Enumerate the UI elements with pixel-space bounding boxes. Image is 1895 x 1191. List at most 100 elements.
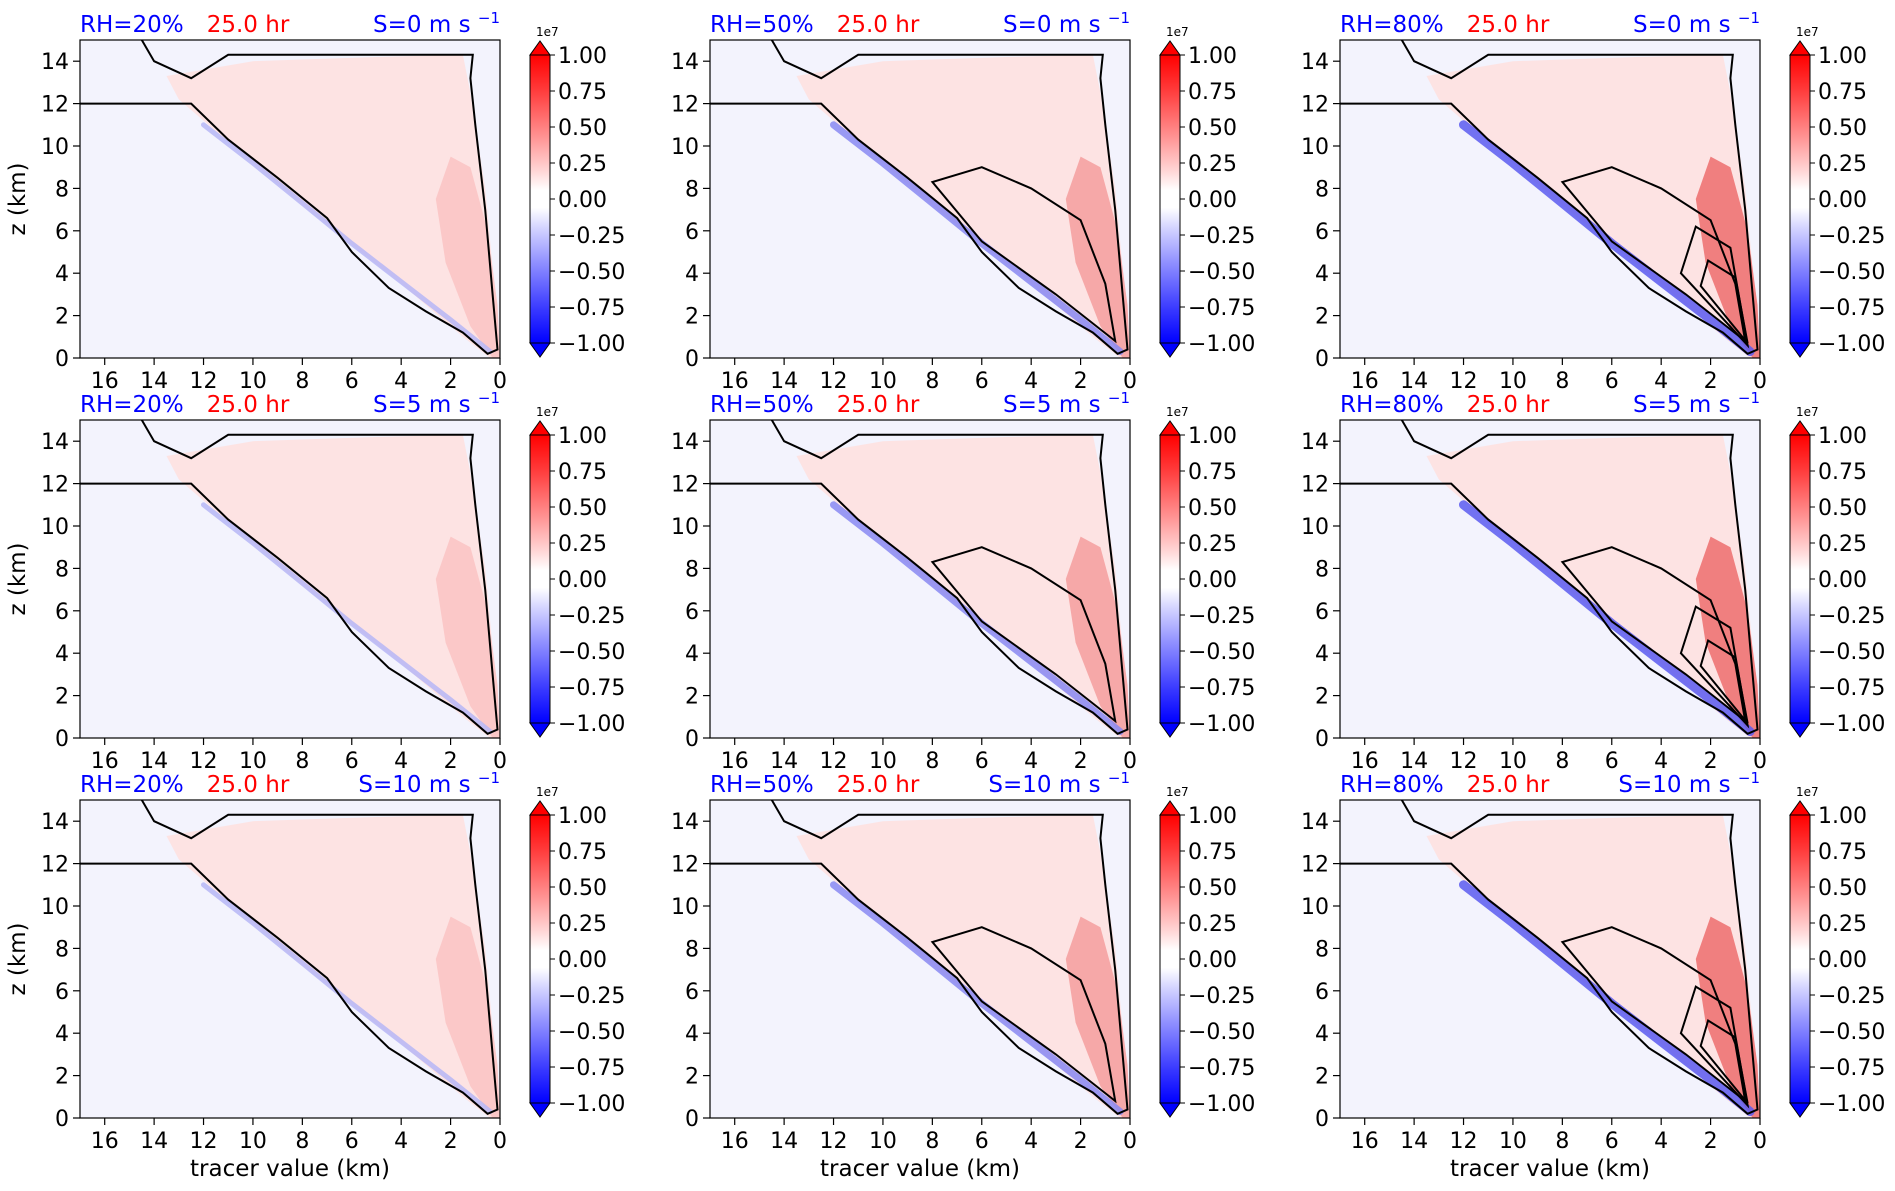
colorbar-tick-label: 1.00 [1188,424,1237,449]
x-tick-label: 4 [394,369,408,394]
colorbar-tick-label: −0.75 [558,676,625,701]
positive-region [1426,434,1760,738]
rh-label: RH=50% [710,392,814,418]
y-tick-label: 2 [55,1065,69,1090]
x-tick-label: 6 [1605,749,1619,774]
x-tick-label: 0 [493,749,507,774]
y-tick-label: 6 [685,980,699,1005]
x-tick-label: 2 [444,369,458,394]
x-tick-label: 0 [1753,749,1767,774]
shear-label: S=5 m s −1 [373,389,500,418]
negative-band [830,501,1124,736]
rh-label: RH=50% [710,12,814,38]
shear-label: S=10 m s −1 [1618,769,1760,798]
y-tick-label: 10 [671,895,699,920]
colorbar-tick-label: 0.25 [1188,912,1237,937]
x-tick-label: 6 [1605,1129,1619,1154]
outer-contour [1340,419,1759,735]
x-tick-label: 2 [1704,369,1718,394]
x-tick-label: 16 [721,749,749,774]
outer-contour [80,419,499,735]
y-tick-label: 12 [1301,93,1329,118]
y-tick-label: 14 [1301,810,1329,835]
y-tick-label: 4 [55,1022,69,1047]
axes-frame [709,419,1131,739]
outer-contour [710,419,1129,735]
colorbar-extend-max [529,40,551,56]
x-tick-label: 0 [1753,1129,1767,1154]
colorbar-tick-label: 0.50 [1818,116,1867,141]
panel-9: 16 14 12 10 8 6 4 2 0 0 2 4 6 8 10 12 14 RH=80% 25.0 hr S=1… [1301,769,1885,1182]
y-tick-label: 14 [41,430,69,455]
y-tick-label: 12 [1301,473,1329,498]
colorbar-tick-label: 0.50 [558,116,607,141]
y-tick-label: 10 [671,515,699,540]
y-tick-label: 2 [685,685,699,710]
colorbar-tick-label: −1.00 [558,712,625,737]
colorbar: 1e7 1.00 0.75 0.50 0.25 0.00 −0.25 −0.50 −0.75 −1… [1159,25,1255,358]
x-tick-label: 12 [190,369,218,394]
colorbar: 1e7 1.00 0.75 0.50 0.25 0.00 −0.25 −0.50 −0.75 −1… [1159,405,1255,738]
shear-label: S=0 m s −1 [1633,9,1760,38]
colorbar-body [529,54,551,344]
colorbar-tick-label: −0.50 [1188,260,1255,285]
y-tick-label: 12 [671,853,699,878]
outer-contour [1340,799,1759,1115]
x-tick-label: 4 [1024,1129,1038,1154]
colorbar-tick-label: 1.00 [1818,424,1867,449]
x-axis-label: tracer value (km) [820,1156,1020,1182]
y-tick-label: 8 [1315,557,1329,582]
positive-region [796,434,1130,738]
colorbar-tick-label: 0.75 [1188,80,1237,105]
y-tick-label: 6 [55,600,69,625]
colorbar-multiplier: 1e7 [1796,25,1819,39]
negative-band [201,502,493,735]
positive-region [796,54,1130,359]
x-tick-label: 10 [869,1129,897,1154]
colorbar-tick-label: −0.75 [1818,296,1885,321]
y-tick-label: 4 [1315,642,1329,667]
time-label: 25.0 hr [1467,392,1550,418]
y-tick-label: 6 [55,980,69,1005]
negative-band [830,881,1124,1116]
colorbar-extend-min [529,1102,551,1118]
colorbar-tick-label: 0.75 [1818,460,1867,485]
positive-core [1065,536,1130,738]
x-tick-label: 4 [1024,369,1038,394]
time-label: 25.0 hr [207,12,290,38]
colorbar-tick-label: 0.50 [558,496,607,521]
colorbar-tick-label: 0.50 [1818,876,1867,901]
axes-frame [1339,39,1761,359]
colorbar: 1e7 1.00 0.75 0.50 0.25 0.00 −0.25 −0.50 −0.75 −1… [529,405,625,738]
y-tick-label: 4 [55,642,69,667]
inner-contour [1560,546,1747,724]
colorbar-tick-label: −1.00 [558,1092,625,1117]
inner-contour [1560,166,1747,344]
colorbar-multiplier: 1e7 [536,25,559,39]
y-tick-label: 10 [1301,515,1329,540]
shear-label: S=0 m s −1 [373,9,500,38]
x-tick-label: 16 [721,1129,749,1154]
colorbar-body [529,434,551,724]
axes-frame [709,799,1131,1119]
x-axis-label: tracer value (km) [1450,1156,1650,1182]
colorbar-tick-label: 0.75 [1818,80,1867,105]
colorbar-tick-label: −1.00 [1818,332,1885,357]
x-tick-label: 6 [975,749,989,774]
shear-label: S=10 m s −1 [358,769,500,798]
colorbar-extend-min [1789,342,1811,358]
y-tick-label: 12 [41,853,69,878]
x-tick-label: 6 [1605,369,1619,394]
time-label: 25.0 hr [207,772,290,798]
y-tick-label: 10 [671,135,699,160]
positive-core [435,916,500,1118]
colorbar-tick-label: −0.75 [1188,296,1255,321]
colorbar-tick-label: 0.00 [558,948,607,973]
colorbar: 1e7 1.00 0.75 0.50 0.25 0.00 −0.25 −0.50 −0.75 −1… [529,25,625,358]
positive-region [166,54,500,359]
x-tick-label: 14 [1400,369,1428,394]
y-tick-label: 4 [685,1022,699,1047]
axes-frame [79,799,501,1119]
axes-frame [709,39,1131,359]
y-tick-label: 8 [685,557,699,582]
